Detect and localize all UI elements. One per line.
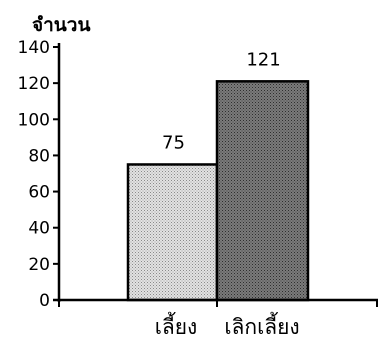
y-tick-label: 20 <box>28 255 50 275</box>
y-tick-label: 100 <box>18 110 50 130</box>
category-label-1: เลี้ยง <box>155 312 198 339</box>
category-label-2: เลิกเลี้ยง <box>224 312 299 339</box>
y-tick-label: 40 <box>28 219 50 239</box>
y-tick-label: 0 <box>39 291 50 311</box>
bar-2 <box>215 80 310 302</box>
y-axis-ticks: 0 20 40 60 80 100 120 140 <box>18 38 59 311</box>
y-tick-label: 80 <box>28 146 50 166</box>
bars <box>126 80 310 302</box>
y-tick-label: 140 <box>18 38 50 58</box>
bar-1 <box>126 163 219 302</box>
data-labels: 75 121 <box>162 49 281 153</box>
data-label-2: 121 <box>246 49 280 70</box>
y-tick-label: 120 <box>18 74 50 94</box>
category-labels: เลี้ยง เลิกเลี้ยง <box>155 312 300 339</box>
y-tick-label: 60 <box>28 183 50 203</box>
axes <box>53 43 378 307</box>
y-axis-title: จำนวน <box>32 14 90 36</box>
data-label-1: 75 <box>162 132 185 153</box>
